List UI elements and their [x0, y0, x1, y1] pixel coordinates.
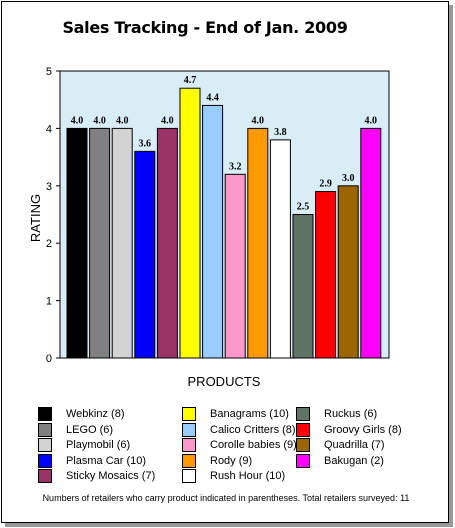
bar: [315, 191, 337, 359]
bar: [202, 104, 224, 359]
legend-swatch: [38, 438, 52, 452]
bar: [360, 127, 382, 359]
legend-swatch: [182, 438, 196, 452]
legend-swatch: [182, 469, 196, 483]
legend-item: Rush Hour (10): [182, 468, 285, 484]
y-tick-label: 4: [46, 123, 52, 135]
legend-swatch: [38, 422, 52, 437]
y-axis-label: RATING: [28, 194, 43, 242]
bar: [337, 185, 359, 359]
legend-item: Banagrams (10): [182, 406, 289, 422]
y-tick-label: 2: [46, 238, 52, 250]
legend-swatch: [182, 453, 196, 468]
x-axis-label: PRODUCTS: [188, 374, 261, 389]
data-label: 2.9: [319, 179, 332, 190]
bar: [156, 127, 178, 359]
bar: [179, 87, 201, 359]
bar: [134, 150, 156, 359]
bar: [66, 127, 88, 359]
legend-swatch: [38, 453, 52, 468]
footnote: Numbers of retailers who carry product i…: [42, 493, 410, 503]
data-label: 3.8: [274, 127, 287, 138]
y-tick-label: 5: [46, 66, 52, 78]
legend-label: Rody (9): [210, 454, 253, 467]
legend-item: LEGO (6): [38, 422, 113, 438]
legend-item: Playmobil (6): [38, 437, 130, 453]
bar: [247, 127, 269, 359]
legend-label: Corolle babies (9): [210, 439, 297, 451]
legend-item: Plasma Car (10): [38, 453, 146, 469]
legend-label: Calico Critters (8): [210, 423, 296, 436]
legend-item: Quadrilla (7): [296, 437, 385, 453]
y-tick-label: 0: [46, 353, 52, 365]
legend-label: Quadrilla (7): [324, 439, 385, 451]
data-label: 4.0: [116, 115, 129, 126]
legend-swatch: [38, 407, 52, 421]
legend-item: Sticky Mosaics (7): [38, 468, 155, 484]
data-label: 4.0: [71, 115, 84, 126]
data-label: 4.0: [93, 115, 106, 126]
bar-chart: 4.0 4.0 4.0 3.6 4.0 4.7 4.4 3.2 4.0 3.8 2.5 2.9 3.0 4…: [28, 66, 390, 389]
legend-swatch: [38, 469, 52, 483]
legend-label: Ruckus (6): [324, 408, 378, 420]
legend-label: Rush Hour (10): [210, 470, 286, 482]
legend: Webkinz (8) LEGO (6) Playmobil (6) Plasma C…: [38, 406, 438, 486]
legend-label: Sticky Mosaics (7): [66, 470, 156, 482]
bar: [224, 173, 246, 359]
data-label: 3.6: [139, 138, 152, 149]
legend-item: Ruckus (6): [296, 406, 377, 422]
data-label: 4.7: [184, 75, 197, 86]
legend-label: Plasma Car (10): [66, 454, 147, 467]
data-label: 4.4: [206, 92, 219, 103]
legend-item: Bakugan (2): [296, 453, 384, 469]
legend-label: Webkinz (8): [66, 408, 125, 420]
y-tick-label: 1: [46, 296, 52, 308]
bar: [292, 214, 314, 359]
legend-item: Corolle babies (9): [182, 437, 297, 453]
legend-swatch: [296, 438, 310, 452]
data-label: 2.5: [297, 202, 310, 213]
legend-label: Banagrams (10): [210, 408, 289, 420]
legend-label: Groovy Girls (8): [324, 423, 402, 436]
data-label: 4.0: [365, 115, 378, 126]
legend-swatch: [296, 407, 310, 421]
y-tick-label: 3: [46, 181, 52, 193]
chart-title: Sales Tracking - End of Jan. 2009: [62, 18, 348, 37]
data-label: 4.0: [252, 115, 265, 126]
legend-swatch: [182, 422, 196, 437]
legend-item: Webkinz (8): [38, 406, 124, 422]
bar: [269, 139, 291, 359]
legend-label: Playmobil (6): [66, 439, 131, 451]
data-label: 3.0: [342, 173, 355, 184]
legend-swatch: [296, 422, 310, 437]
legend-label: LEGO (6): [66, 423, 114, 436]
data-label: 4.0: [161, 115, 174, 126]
legend-item: Groovy Girls (8): [296, 422, 402, 438]
legend-label: Bakugan (2): [324, 454, 384, 467]
bar: [111, 127, 133, 359]
legend-swatch: [182, 407, 196, 421]
legend-item: Calico Critters (8): [182, 422, 296, 438]
data-label: 3.2: [229, 161, 242, 172]
bar: [89, 127, 111, 359]
legend-item: Rody (9): [182, 453, 252, 469]
legend-swatch: [296, 453, 310, 468]
